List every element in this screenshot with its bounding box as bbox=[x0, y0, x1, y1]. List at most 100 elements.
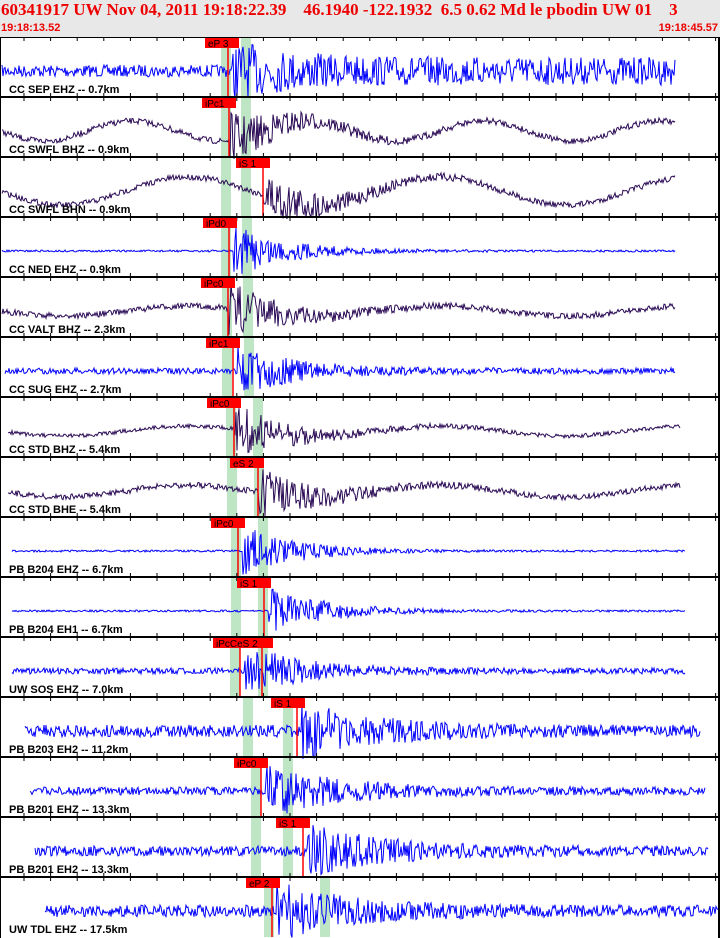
pick-label: iPc0 bbox=[204, 279, 224, 290]
station-label: CC SWFL BHZ -- 0.9km bbox=[9, 144, 129, 156]
waveform bbox=[1, 282, 676, 335]
pick-label: iPc0 bbox=[237, 759, 257, 770]
station-label: UW SOS EHZ -- 7.0km bbox=[9, 684, 124, 696]
pick-flag[interactable] bbox=[234, 758, 268, 768]
pick-flag[interactable] bbox=[206, 338, 240, 348]
trace-15: eP 2 UW TDL EHZ -- 17.5km bbox=[0, 873, 720, 938]
pick-window[interactable] bbox=[254, 457, 264, 517]
waveform bbox=[1, 171, 676, 220]
pick-window[interactable] bbox=[221, 37, 231, 97]
waveform bbox=[7, 469, 681, 517]
pick-flag[interactable] bbox=[276, 818, 310, 828]
waveform bbox=[1, 110, 676, 160]
pick-flag[interactable] bbox=[271, 698, 305, 708]
start-time: 19:18:13.52 bbox=[1, 22, 61, 34]
pick-window[interactable] bbox=[264, 877, 274, 937]
pick-label: iPc0 bbox=[210, 399, 230, 410]
pick-flag[interactable] bbox=[213, 638, 273, 648]
pick-flag[interactable] bbox=[203, 218, 237, 228]
pick-label: eP 2 bbox=[249, 879, 270, 890]
station-label: CC SUG EHZ -- 2.7km bbox=[9, 384, 122, 396]
trace-2: iPc1 CC SWFL BHZ -- 0.9km bbox=[0, 93, 720, 160]
pick-flag[interactable] bbox=[211, 518, 245, 528]
pick-label: iPc1 bbox=[209, 339, 229, 350]
pick-window[interactable] bbox=[231, 577, 241, 637]
waveform bbox=[29, 765, 706, 814]
trace-6: iPc1 CC SUG EHZ -- 2.7km bbox=[0, 333, 720, 397]
pick-window[interactable] bbox=[230, 637, 240, 697]
station-label: CC SEP EHZ -- 0.7km bbox=[9, 84, 120, 96]
trace-7: iPc0 CC STD BHZ -- 5.4km bbox=[0, 393, 720, 457]
waveform bbox=[44, 882, 719, 938]
pick-window[interactable] bbox=[243, 277, 253, 337]
waveform bbox=[11, 530, 686, 575]
pick-window[interactable] bbox=[320, 877, 330, 937]
waveform bbox=[24, 703, 701, 760]
pick-window[interactable] bbox=[241, 157, 251, 217]
pick-label: iS 1 bbox=[274, 699, 292, 710]
pick-window[interactable] bbox=[251, 817, 261, 877]
pick-window[interactable] bbox=[221, 217, 231, 277]
pick-window[interactable] bbox=[221, 97, 231, 157]
pick-window[interactable] bbox=[243, 697, 253, 757]
pick-flag[interactable] bbox=[237, 578, 271, 588]
trace-14: iS 1 PB B201 EH2 -- 13.3km bbox=[0, 813, 720, 877]
pick-window[interactable] bbox=[231, 517, 241, 577]
pick-flag[interactable] bbox=[246, 878, 280, 888]
trace-3: iS 1 CC SWFL BHN -- 0.9km bbox=[0, 153, 720, 220]
trace-11: iPcCeS 2 UW SOS EHZ -- 7.0km bbox=[0, 633, 720, 697]
waveform bbox=[1, 227, 676, 274]
trace-13: iPc0 PB B201 EHZ -- 13.3km bbox=[0, 753, 720, 817]
waveform bbox=[7, 408, 681, 454]
event-title: 60341917 UW Nov 04, 2011 19:18:22.39 46.… bbox=[1, 0, 678, 19]
pick-flag[interactable] bbox=[201, 278, 235, 288]
waveform bbox=[34, 825, 709, 876]
station-label: PB B201 EHZ -- 13.3km bbox=[9, 804, 130, 816]
seismogram-panel[interactable]: eP 3 CC SEP EHZ -- 0.7km iPc1 CC SWFL BHZ -… bbox=[0, 37, 720, 938]
trace-12: iS 1 PB B203 EH2 -- 11.2km bbox=[0, 693, 720, 760]
pick-label: eP 3 bbox=[208, 39, 229, 50]
pick-label: iPcCeS 2 bbox=[216, 639, 258, 650]
trace-1: eP 3 CC SEP EHZ -- 0.7km bbox=[0, 37, 720, 100]
station-label: PB B203 EH2 -- 11.2km bbox=[9, 744, 128, 756]
trace-5: iPc0 CC VALT BHZ -- 2.3km bbox=[0, 273, 720, 337]
pick-window[interactable] bbox=[221, 157, 231, 217]
pick-label: iS 1 bbox=[239, 159, 257, 170]
pick-flag[interactable] bbox=[236, 158, 270, 168]
pick-window[interactable] bbox=[222, 277, 232, 337]
pick-flag[interactable] bbox=[230, 458, 264, 468]
pick-window[interactable] bbox=[241, 37, 251, 97]
station-label: CC VALT BHZ -- 2.3km bbox=[9, 324, 126, 336]
waveform bbox=[4, 345, 676, 391]
station-label: PB B204 EH1 -- 6.7km bbox=[9, 624, 123, 636]
waveform bbox=[11, 652, 686, 690]
station-label: PB B201 EH2 -- 13.3km bbox=[9, 864, 129, 876]
station-label: CC STD BHZ -- 5.4km bbox=[9, 444, 120, 456]
pick-flag[interactable] bbox=[202, 98, 236, 108]
pick-label: iPc1 bbox=[205, 99, 225, 110]
pick-label: iS 1 bbox=[240, 579, 258, 590]
pick-label: iPc0 bbox=[214, 519, 234, 530]
waveform bbox=[1, 44, 676, 100]
station-label: PB B204 EHZ -- 6.7km bbox=[9, 564, 124, 576]
trace-9: iPc0 PB B204 EHZ -- 6.7km bbox=[0, 513, 720, 577]
station-label: CC STD BHE -- 5.4km bbox=[9, 504, 121, 516]
pick-window[interactable] bbox=[241, 97, 251, 157]
pick-window[interactable] bbox=[283, 817, 293, 877]
waveform bbox=[11, 588, 686, 631]
pick-flag[interactable] bbox=[205, 38, 239, 48]
station-label: CC NED EHZ -- 0.9km bbox=[9, 264, 121, 276]
pick-label: iPd0 bbox=[206, 219, 226, 230]
station-label: UW TDL EHZ -- 17.5km bbox=[9, 924, 128, 936]
pick-window[interactable] bbox=[258, 637, 268, 697]
pick-flag[interactable] bbox=[207, 398, 241, 408]
pick-window[interactable] bbox=[222, 337, 232, 397]
trace-4: iPd0 CC NED EHZ -- 0.9km bbox=[0, 213, 720, 277]
pick-window[interactable] bbox=[258, 517, 268, 577]
pick-label: iS 1 bbox=[279, 819, 297, 830]
pick-label: eS 2 bbox=[233, 459, 254, 470]
trace-10: iS 1 PB B204 EH1 -- 6.7km bbox=[0, 573, 720, 637]
pick-window[interactable] bbox=[251, 757, 261, 817]
event-header: 60341917 UW Nov 04, 2011 19:18:22.39 46.… bbox=[0, 0, 720, 37]
pick-window[interactable] bbox=[258, 577, 268, 637]
